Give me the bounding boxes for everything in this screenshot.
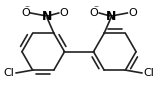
Text: O: O bbox=[128, 8, 137, 18]
Text: Cl: Cl bbox=[144, 68, 155, 78]
Text: O: O bbox=[90, 8, 98, 18]
Text: O: O bbox=[60, 8, 68, 18]
Text: ⁻: ⁻ bbox=[93, 4, 98, 14]
Text: Cl: Cl bbox=[3, 68, 14, 78]
Text: ⁻: ⁻ bbox=[24, 4, 29, 14]
Text: N: N bbox=[42, 10, 52, 23]
Text: O: O bbox=[21, 8, 30, 18]
Text: N: N bbox=[106, 10, 116, 23]
